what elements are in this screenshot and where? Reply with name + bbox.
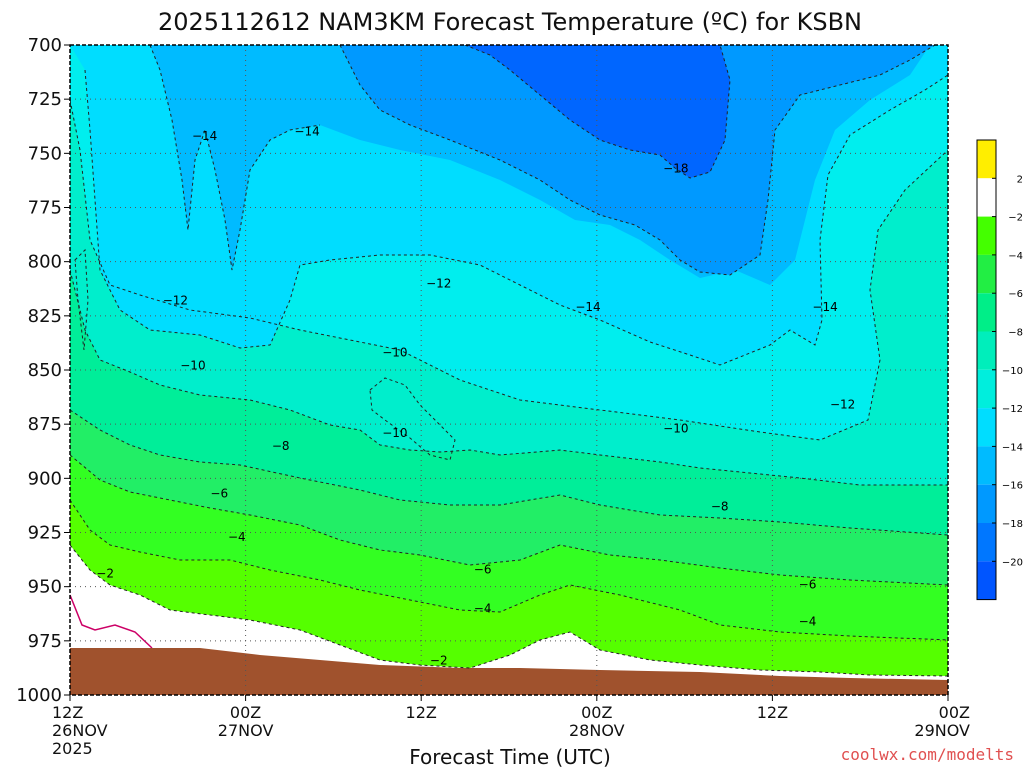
band-darkest-blue (465, 45, 730, 178)
contour-line (70, 454, 948, 586)
y-tick-label: 875 (28, 414, 62, 435)
y-tick-label: 700 (28, 35, 62, 56)
chart-title: 2025112612 NAM3KM Forecast Temperature (… (158, 8, 862, 36)
colorbar-label: −16 (1002, 481, 1023, 492)
contour-value-label: −6 (210, 487, 228, 501)
contour-value-label: −12 (426, 276, 451, 290)
colorbar-swatch (977, 216, 996, 255)
colorbar-label: −18 (1002, 519, 1023, 530)
y-tick-label: 775 (28, 198, 62, 219)
colorbar-label: 2 (1017, 174, 1023, 185)
x-tick-label: 26NOV (52, 721, 108, 740)
y-tick-label: 975 (28, 631, 62, 652)
colorbar-swatch (977, 446, 996, 485)
x-tick-label: 00Z (939, 703, 970, 722)
x-tick-label: 12Z (406, 703, 437, 722)
credit-text: coolwx.com/modelts (841, 745, 1014, 764)
contour-line (70, 499, 948, 641)
contour-lines (70, 45, 948, 677)
contour-line (339, 45, 936, 276)
y-tick-label: 825 (28, 306, 62, 327)
colorbar-label: −12 (1002, 404, 1023, 415)
contour-value-label: −10 (663, 422, 688, 436)
contour-value-label: −8 (711, 500, 729, 514)
colorbar-swatch (977, 331, 996, 370)
x-tick-label: 2025 (52, 739, 93, 758)
contour-line (70, 99, 948, 441)
colorbar-swatch (977, 140, 996, 179)
contour-value-label: −6 (474, 562, 492, 576)
contour-line (369, 377, 456, 461)
contour-value-label: −6 (799, 578, 817, 592)
temperature-fields (70, 45, 948, 695)
colorbar: 2 −2 −4 −6 −8 −10 −12 −14 −16 −18 −20 (976, 139, 1023, 601)
contour-value-label: −10 (382, 346, 407, 360)
x-axis-title: Forecast Time (UTC) (409, 745, 611, 768)
colorbar-label: −2 (1008, 213, 1023, 224)
y-tick-label: 850 (28, 360, 62, 381)
contour-value-label: −2 (96, 567, 114, 581)
y-tick-label: 725 (28, 89, 62, 110)
y-tick-label: 750 (28, 143, 62, 164)
y-tick-label: 800 (28, 252, 62, 273)
x-tick-label: 29NOV (914, 721, 970, 740)
band-deep-blue (340, 45, 935, 275)
contour-line (464, 45, 731, 179)
contour-value-label: −10 (180, 359, 205, 373)
contour-value-label: −10 (382, 426, 407, 440)
colorbar-label: −4 (1008, 251, 1023, 262)
x-tick-label: 12Z (52, 703, 83, 722)
colorbar-swatch (977, 523, 996, 562)
x-tick-label: 28NOV (569, 721, 625, 740)
contour-value-label: −4 (228, 530, 246, 544)
y-tick-label: 925 (28, 523, 62, 544)
colorbar-swatch (977, 178, 996, 217)
contour-line (84, 69, 948, 366)
y-tick-label: 900 (28, 468, 62, 489)
contour-value-label: −12 (830, 398, 855, 412)
contour-value-label: −14 (294, 125, 319, 139)
contour-line (70, 269, 948, 486)
contour-value-label: −4 (799, 614, 817, 628)
contour-line (70, 409, 948, 536)
x-tick-label: 12Z (757, 703, 788, 722)
contour-value-label: −18 (663, 162, 688, 176)
contour-line (149, 45, 321, 271)
colorbar-label: −8 (1008, 328, 1023, 339)
magenta-isotherm (70, 594, 153, 649)
y-tick-label: 950 (28, 577, 62, 598)
contour-value-label: −14 (575, 300, 600, 314)
colorbar-label: −20 (1002, 557, 1023, 568)
contour-labels: −14 −14 −18 −12 −12 −14 −14 −10 −10 −10 −10 −12 −8 −6… (96, 125, 855, 668)
colorbar-label: −6 (1008, 289, 1023, 300)
colorbar-swatch (977, 484, 996, 523)
y-axis: 700 725 750 775 800 825 850 875 900 925 950 975 1000 (16, 35, 70, 706)
x-tick-label: 00Z (581, 703, 612, 722)
contour-value-label: −8 (272, 439, 290, 453)
contour-value-label: −14 (192, 129, 217, 143)
colorbar-swatch (977, 293, 996, 332)
colorbar-swatch (977, 254, 996, 294)
ground-surface (70, 648, 948, 695)
colorbar-swatch (977, 408, 996, 447)
contour-value-label: −2 (430, 653, 448, 667)
contour-value-label: −4 (474, 601, 492, 615)
colorbar-swatch (977, 561, 996, 600)
colorbar-label: −10 (1002, 366, 1023, 377)
contour-value-label: −12 (163, 294, 188, 308)
contour-value-label: −14 (812, 300, 837, 314)
contour-line (70, 544, 948, 677)
grid (70, 45, 948, 695)
colorbar-swatch (977, 369, 996, 409)
x-tick-label: 27NOV (218, 721, 274, 740)
x-tick-label: 00Z (230, 703, 261, 722)
y-tick-label: 1000 (16, 685, 62, 706)
colorbar-label: −14 (1002, 442, 1023, 453)
